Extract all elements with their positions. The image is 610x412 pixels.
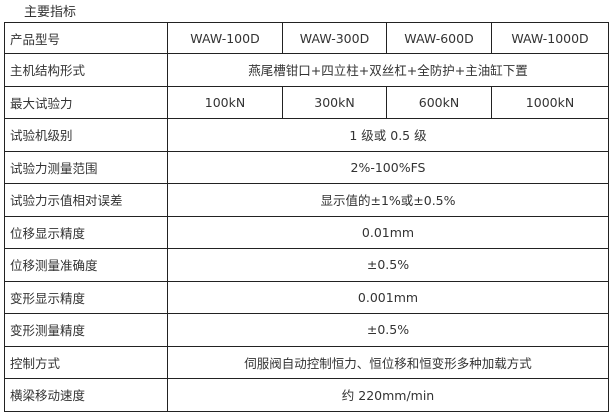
row-value: 2%-100%FS <box>167 150 609 184</box>
row-label: 试验机级别 <box>4 118 168 152</box>
table-row: 变形测量精度 ±0.5% <box>4 313 609 347</box>
row-label: 主机结构形式 <box>4 53 168 87</box>
table-row: 位移显示精度 0.01mm <box>4 215 609 249</box>
table-row-model: 产品型号 WAW-100D WAW-300D WAW-600D WAW-1000… <box>4 22 609 54</box>
table-row: 位移测量准确度 ±0.5% <box>4 248 609 282</box>
table-row: 试验力测量范围 2%-100%FS <box>4 150 609 184</box>
row-value: 约 220mm/min <box>167 378 609 412</box>
row-value: ±0.5% <box>167 313 609 347</box>
table-row: 主机结构形式 燕尾槽钳口+四立柱+双丝杠+全防护+主油缸下置 <box>4 53 609 87</box>
row-label: 最大试验力 <box>4 85 168 119</box>
model-cell: WAW-1000D <box>491 22 609 54</box>
model-cell: WAW-100D <box>167 22 283 54</box>
row-value: 燕尾槽钳口+四立柱+双丝杠+全防护+主油缸下置 <box>167 53 609 87</box>
row-value: 1000kN <box>491 85 609 119</box>
table-row: 试验机级别 1 级或 0.5 级 <box>4 118 609 152</box>
model-cell: WAW-600D <box>386 22 492 54</box>
table-row: 横梁移动速度约 220mm/min <box>4 378 609 412</box>
row-label: 试验力测量范围 <box>4 150 168 184</box>
row-value: ±0.5% <box>167 248 609 282</box>
table-row: 最大试验力 100kN 300kN 600kN 1000kN <box>4 85 609 119</box>
row-value: 伺服阀自动控制恒力、恒位移和恒变形多种加载方式 <box>167 345 609 379</box>
row-label: 变形测量精度 <box>4 313 168 347</box>
model-cell: WAW-300D <box>282 22 387 54</box>
row-label: 变形显示精度 <box>4 280 168 314</box>
row-value: 显示值的±1%或±0.5% <box>167 183 609 217</box>
row-label: 横梁移动速度 <box>4 378 168 412</box>
spec-table: 产品型号 WAW-100D WAW-300D WAW-600D WAW-1000… <box>4 22 609 412</box>
table-row: 控制方式 伺服阀自动控制恒力、恒位移和恒变形多种加载方式 <box>4 345 609 379</box>
row-label: 产品型号 <box>4 22 168 54</box>
row-value: 0.01mm <box>167 215 609 249</box>
row-value: 0.001mm <box>167 280 609 314</box>
row-label: 位移显示精度 <box>4 215 168 249</box>
row-label: 试验力示值相对误差 <box>4 183 168 217</box>
row-label: 位移测量准确度 <box>4 248 168 282</box>
row-label: 控制方式 <box>4 345 168 379</box>
table-row: 试验力示值相对误差 显示值的±1%或±0.5% <box>4 183 609 217</box>
section-title: 主要指标 <box>24 5 77 20</box>
row-value: 100kN <box>167 85 283 119</box>
row-value: 1 级或 0.5 级 <box>167 118 609 152</box>
row-value: 300kN <box>282 85 387 119</box>
table-row: 变形显示精度 0.001mm <box>4 280 609 314</box>
row-value: 600kN <box>386 85 492 119</box>
